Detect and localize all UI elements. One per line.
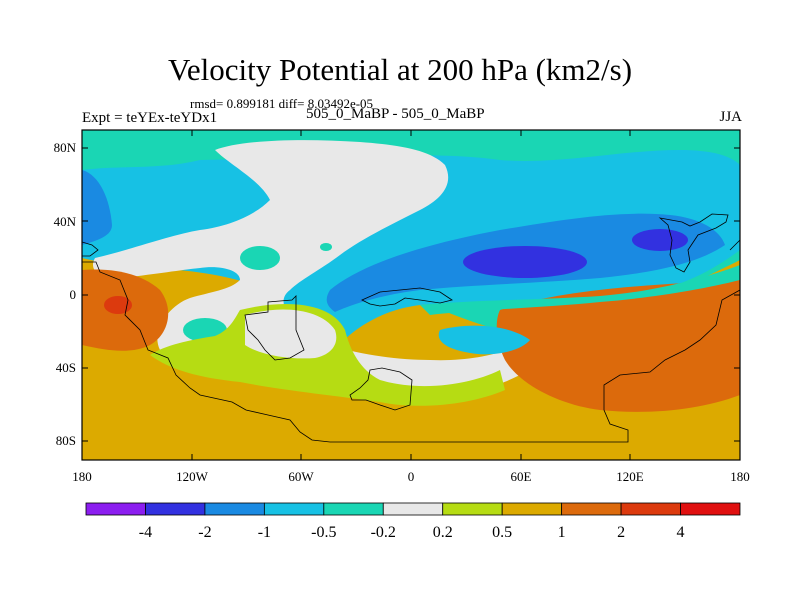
- colorbar-label: 0.5: [492, 524, 512, 541]
- season-label: JJA: [719, 109, 742, 125]
- rmsd-stats: rmsd= 0.899181 diff= 8.03492e-05: [190, 96, 374, 111]
- colorbar-swatch: [145, 502, 206, 516]
- continent-outline-west-edge: [82, 241, 99, 257]
- continent-outline-asia: [658, 213, 729, 273]
- lon-label: 180: [730, 469, 750, 484]
- colorbar-swatch: [501, 502, 563, 516]
- strong-negative-region: [463, 246, 587, 278]
- map-title: Velocity Potential at 200 hPa (km2/s): [167, 52, 633, 87]
- colorbar-swatch: [85, 502, 146, 516]
- lon-label: 60W: [288, 469, 314, 484]
- colorbar-label: 2: [617, 524, 625, 541]
- colorbar-swatch: [263, 502, 325, 516]
- colorbar-swatch: [323, 502, 384, 516]
- case-label: 505_0_MaBP - 505_0_MaBP: [306, 106, 485, 122]
- colorbar-label: 0.2: [433, 524, 453, 541]
- lat-label: 80S: [56, 433, 76, 448]
- continent-outline-east-edge: [729, 239, 740, 251]
- colorbar: [85, 502, 741, 516]
- latitude-labels: 80N 40N 0 40S 80S: [54, 140, 77, 448]
- colorbar-label: -0.5: [311, 524, 336, 541]
- longitude-labels: 180 120W 60W 0 60E 120E 180: [72, 469, 750, 484]
- lon-label: 0: [408, 469, 415, 484]
- near-zero-patch: [245, 309, 337, 359]
- lat-label: 80N: [54, 140, 77, 155]
- lon-label: 120E: [616, 469, 644, 484]
- lon-label: 120W: [176, 469, 209, 484]
- positive-region-east: [496, 280, 740, 412]
- colorbar-swatch: [204, 502, 265, 516]
- continent-outline-south-america: [244, 295, 305, 361]
- lon-label: 180: [72, 469, 92, 484]
- experiment-label: Expt = teYEx-teYDx1: [82, 110, 218, 126]
- continent-outline-africa-south: [349, 367, 413, 411]
- tick-marks: [81, 130, 741, 460]
- western-blue-edge: [82, 170, 112, 245]
- colorbar-swatch: [680, 502, 741, 516]
- strong-positive-spot: [104, 296, 132, 314]
- colorbar-label: 4: [677, 524, 685, 541]
- continent-outline-africa-north: [361, 287, 453, 307]
- light-blue-patch: [438, 325, 530, 355]
- continent-outline-antarctica-edge: [82, 261, 740, 443]
- colorbar-label: -4: [139, 524, 152, 541]
- colorbar-labels: -4 -2 -1 -0.5 -0.2 0.2 0.5 1 2 4: [139, 524, 685, 541]
- colorbar-swatch: [620, 502, 681, 516]
- lat-label: 0: [70, 287, 77, 302]
- colorbar-label: -2: [198, 524, 211, 541]
- cyan-island: [240, 246, 280, 270]
- strong-negative-region-east: [632, 229, 688, 251]
- lat-label: 40S: [56, 360, 76, 375]
- cyan-strip: [420, 265, 740, 315]
- lon-label: 60E: [511, 469, 532, 484]
- colorbar-swatch: [382, 502, 444, 516]
- cyan-island-small: [320, 243, 332, 251]
- contour-field: [82, 130, 740, 460]
- colorbar-swatch: [561, 502, 622, 516]
- colorbar-label: -0.2: [371, 524, 396, 541]
- weak-positive-band: [150, 304, 505, 406]
- colorbar-label: -1: [258, 524, 271, 541]
- lat-label: 40N: [54, 214, 77, 229]
- colorbar-swatch: [442, 502, 503, 516]
- colorbar-label: 1: [558, 524, 566, 541]
